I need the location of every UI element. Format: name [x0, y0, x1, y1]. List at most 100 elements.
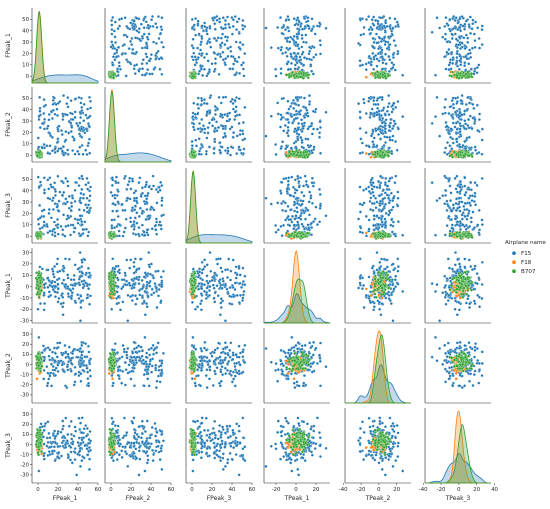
- point-F15: [358, 17, 362, 21]
- y-tick-label: 40: [22, 189, 29, 195]
- point-F15: [453, 32, 457, 36]
- point-F15: [110, 32, 114, 36]
- point-F15: [307, 226, 311, 230]
- point-F15: [160, 28, 164, 32]
- point-F15: [195, 144, 198, 148]
- point-F15: [43, 117, 47, 121]
- point-F15: [208, 26, 212, 30]
- point-F15: [302, 40, 306, 44]
- point-F15: [197, 72, 201, 76]
- point-F15: [87, 124, 91, 128]
- point-F15: [215, 18, 219, 22]
- point-F15: [393, 68, 397, 72]
- point-F15: [84, 148, 88, 152]
- point-F15: [65, 113, 69, 117]
- point-F15: [141, 58, 145, 62]
- point-F15: [279, 125, 282, 129]
- point-F15: [452, 106, 456, 110]
- point-F15: [286, 183, 290, 187]
- point-F15: [458, 111, 462, 115]
- point-F15: [131, 179, 135, 183]
- point-F15: [375, 26, 379, 30]
- point-F15: [150, 227, 154, 231]
- point-F15: [381, 61, 385, 65]
- point-F15: [298, 112, 302, 116]
- point-F15: [438, 26, 442, 30]
- point-F15: [73, 217, 77, 221]
- point-F15: [139, 194, 143, 198]
- point-F15: [454, 37, 458, 41]
- point-F15: [37, 145, 41, 149]
- point-F15: [210, 118, 214, 122]
- point-F15: [324, 214, 328, 218]
- point-F15: [455, 61, 459, 65]
- point-F15: [289, 61, 293, 65]
- point-F15: [293, 63, 297, 67]
- y-tick-label: 50: [22, 177, 29, 183]
- point-F15: [441, 112, 445, 116]
- point-F15: [47, 208, 51, 212]
- point-F15: [89, 99, 92, 103]
- point-F15: [201, 73, 205, 77]
- point-F15: [223, 113, 227, 117]
- point-B707: [295, 234, 299, 238]
- point-F15: [139, 22, 143, 26]
- point-F15: [376, 19, 380, 23]
- point-F15: [306, 143, 310, 147]
- point-F15: [234, 114, 237, 118]
- point-F15: [462, 36, 466, 40]
- point-F15: [314, 107, 318, 111]
- point-F15: [299, 22, 303, 26]
- point-F15: [198, 52, 201, 56]
- point-F15: [144, 52, 148, 56]
- point-F15: [225, 119, 229, 123]
- point-F15: [392, 63, 396, 67]
- point-F15: [38, 126, 42, 130]
- point-F15: [447, 63, 451, 67]
- point-F15: [241, 120, 245, 124]
- point-F15: [444, 32, 448, 36]
- point-F15: [292, 200, 296, 204]
- point-F15: [391, 205, 395, 209]
- point-F15: [221, 50, 225, 54]
- point-F15: [454, 16, 458, 20]
- point-F15: [384, 52, 388, 56]
- point-F15: [77, 96, 81, 100]
- point-F15: [301, 124, 305, 128]
- point-F15: [53, 181, 57, 185]
- point-F15: [69, 201, 73, 205]
- point-F15: [56, 174, 60, 178]
- point-F15: [160, 214, 164, 218]
- point-F15: [123, 16, 127, 20]
- point-F15: [202, 67, 206, 71]
- point-F15: [300, 36, 304, 40]
- point-F15: [458, 54, 462, 58]
- point-F15: [81, 152, 85, 156]
- point-F15: [191, 37, 195, 41]
- point-F15: [132, 191, 136, 195]
- point-F15: [234, 105, 238, 109]
- point-F15: [155, 187, 158, 191]
- point-B707: [458, 153, 462, 157]
- point-F15: [200, 24, 204, 28]
- point-F15: [464, 122, 468, 126]
- point-F15: [64, 130, 68, 134]
- point-F15: [455, 127, 459, 131]
- point-F15: [464, 68, 468, 72]
- point-F15: [387, 54, 391, 58]
- point-F15: [199, 40, 203, 44]
- point-B707: [378, 154, 382, 158]
- point-F15: [392, 232, 396, 236]
- point-F15: [143, 185, 147, 189]
- point-B707: [285, 231, 289, 235]
- point-F15: [233, 15, 237, 19]
- point-F15: [455, 137, 459, 141]
- point-F15: [85, 176, 89, 180]
- point-F15: [269, 46, 273, 50]
- point-F15: [74, 97, 78, 101]
- point-B707: [381, 150, 385, 154]
- point-B707: [383, 234, 387, 238]
- point-F15: [132, 52, 136, 56]
- point-F15: [113, 193, 117, 197]
